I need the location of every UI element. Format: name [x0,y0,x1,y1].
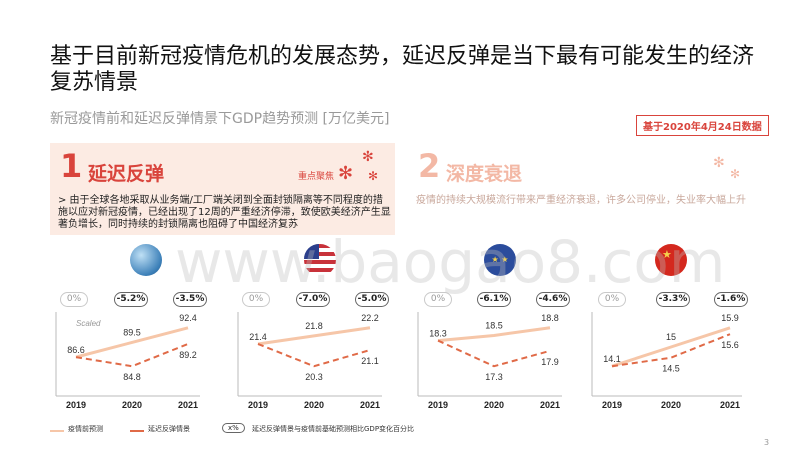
year-tick-label: 2019 [66,400,86,410]
change-pill: -5.2% [114,292,148,307]
page-title: 基于目前新冠疫情危机的发展态势，延迟反弹是当下最有可能发生的经济复苏情景 [50,44,755,95]
legend-swatch-delayed [130,430,144,432]
series-line-delayed [75,343,189,368]
globe-icon [130,244,162,276]
data-label-delayed: 89.2 [179,350,197,360]
change-pill: 0% [242,292,270,307]
series-line-delayed [257,343,371,368]
data-label-pre: 92.4 [179,313,197,323]
page-subtitle: 新冠疫情前和延迟反弹情景下GDP趋势预测 [万亿美元] [50,111,390,127]
change-pill: -3.3% [656,292,690,307]
data-label-delayed: 84.8 [123,372,141,382]
year-tick-label: 2021 [360,400,380,410]
data-label-pre: 21.8 [305,321,323,331]
year-tick-label: 2020 [661,400,681,410]
data-label-delayed: 14.1 [603,354,621,364]
scenario-description: 疫情的持续大规模流行带来严重经济衰退，许多公司停业，失业率大幅上升 [416,195,746,206]
change-pill: -6.1% [477,292,511,307]
focus-tag: 重点聚焦 [298,172,335,182]
eu-flag-icon: ★ ★ [484,244,516,276]
change-pill: 0% [598,292,626,307]
year-tick-label: 2019 [248,400,268,410]
scenario-title: 深度衰退 [446,163,523,185]
year-tick-label: 2020 [484,400,504,410]
change-pill: -5.0% [355,292,389,307]
us-flag-icon [304,244,336,276]
change-pill: -4.6% [536,292,570,307]
change-pill: -3.5% [173,292,207,307]
scenario-number: 2 [418,147,441,185]
year-tick-label: 2020 [304,400,324,410]
flower-icon: ✻ [362,149,374,165]
scenario-title: 延迟反弹 [88,163,165,185]
legend-delayed-label: 延迟反弹情景 [148,425,190,433]
series-line-pre [75,326,189,359]
data-label-delayed: 14.5 [662,364,680,374]
china-flag-icon: ★ [655,244,687,276]
series-line-delayed [611,333,731,368]
year-tick-label: 2019 [602,400,622,410]
data-label-delayed: 21.4 [249,332,267,342]
change-pill: -1.6% [714,292,748,307]
change-pill: 0% [424,292,452,307]
scenario-card-delayed-rebound: 1 延迟反弹 重点聚焦 ✻ ✻ ✻ > 由于全球各地采取从业务端/工厂端关闭到全… [50,143,395,235]
flower-icon: ✻ [730,167,741,181]
series-line-pre [611,326,731,368]
data-label-delayed: 15.6 [721,340,739,350]
flower-icon: ✻ [368,169,379,183]
series-line-pre [437,326,551,343]
data-label-delayed: 20.3 [305,372,323,382]
legend-pre-label: 疫情前预测 [68,425,103,433]
data-label-delayed: 18.3 [429,329,447,339]
flower-icon: ✻ [338,163,354,184]
change-pill: -7.0% [296,292,330,307]
year-tick-label: 2021 [178,400,198,410]
data-label-pre: 18.8 [541,313,559,323]
scenario-card-deep-recession: 2 深度衰退 ✻ ✻ 疫情的持续大规模流行带来严重经济衰退，许多公司停业，失业率… [408,143,753,235]
scenario-description: > 由于全球各地采取从业务端/工厂端关闭到全面封锁隔离等不同程度的措施以应对新冠… [58,195,391,230]
data-label-pre: 22.2 [361,313,379,323]
scenario-number: 1 [60,147,83,185]
data-label-pre: 89.5 [123,327,141,337]
legend-swatch-pre [50,430,64,432]
year-tick-label: 2021 [720,400,740,410]
series-line-pre [257,326,371,346]
year-tick-label: 2020 [122,400,142,410]
legend-pill-desc: 延迟反弹情景与疫情前基础预测相比GDP变化百分比 [252,425,415,433]
flower-icon: ✻ [713,155,725,171]
watermark: www.baogao8.com [175,228,726,296]
legend-pill-sample: x% [222,423,245,433]
year-tick-label: 2019 [428,400,448,410]
data-label-pre: 18.5 [485,320,503,330]
data-label-delayed: 17.9 [541,357,559,367]
page-number: 3 [764,438,770,447]
data-label-delayed: 86.6 [67,345,85,355]
series-line-delayed [437,339,551,368]
data-label-delayed: 17.3 [485,372,503,382]
data-label-pre: 15 [666,332,676,342]
scaled-label: Scaled [76,319,101,328]
data-label-pre: 15.9 [721,313,739,323]
date-badge: 基于2020年4月24日数据 [636,115,769,136]
change-pill: 0% [60,292,88,307]
year-tick-label: 2021 [540,400,560,410]
data-label-delayed: 21.1 [361,356,379,366]
